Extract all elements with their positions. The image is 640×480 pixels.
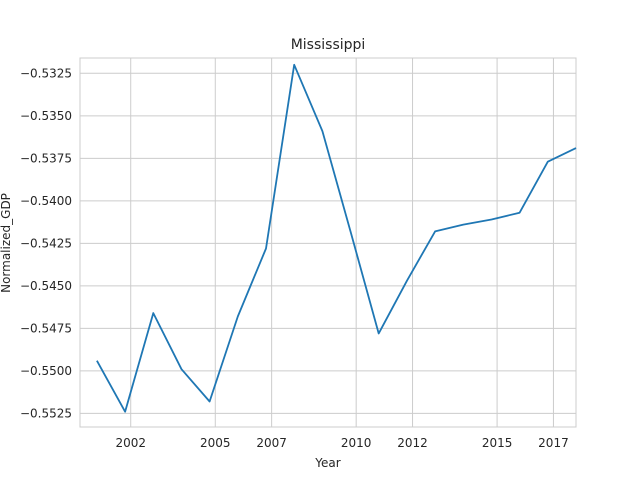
y-axis: −0.5325 −0.5350 −0.5375 −0.5400 −0.5425 −0.54… bbox=[20, 66, 72, 420]
x-tick-label: 2002 bbox=[115, 436, 146, 450]
chart-title: Mississippi bbox=[291, 37, 366, 53]
x-tick-label: 2007 bbox=[256, 436, 287, 450]
y-tick-label: −0.5450 bbox=[20, 279, 72, 293]
grid bbox=[80, 58, 576, 427]
y-tick-label: −0.5475 bbox=[20, 321, 72, 335]
plot-area bbox=[79, 57, 577, 428]
y-tick-label: −0.5425 bbox=[20, 236, 72, 250]
y-axis-label: Normalized_GDP bbox=[0, 193, 13, 293]
x-tick-label: 2017 bbox=[538, 436, 569, 450]
series-layer bbox=[96, 63, 577, 413]
series-line bbox=[96, 63, 577, 413]
x-tick-label: 2015 bbox=[482, 436, 513, 450]
y-tick-label: −0.5500 bbox=[20, 364, 72, 378]
x-axis-label: Year bbox=[314, 456, 340, 470]
y-tick-label: −0.5350 bbox=[20, 109, 72, 123]
x-tick-label: 2005 bbox=[200, 436, 231, 450]
x-axis: 2002 2005 2007 2010 2012 2015 2017 bbox=[115, 436, 568, 450]
y-tick-label: −0.5375 bbox=[20, 151, 72, 165]
y-tick-label: −0.5400 bbox=[20, 194, 72, 208]
x-tick-label: 2010 bbox=[341, 436, 372, 450]
x-tick-label: 2012 bbox=[397, 436, 428, 450]
y-tick-label: −0.5525 bbox=[20, 406, 72, 420]
y-tick-label: −0.5325 bbox=[20, 66, 72, 80]
